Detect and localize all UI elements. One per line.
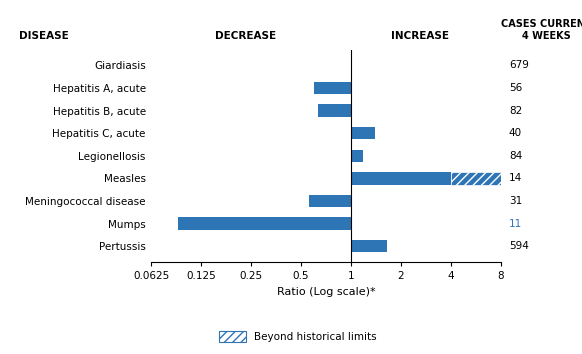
Bar — [351, 127, 375, 139]
Text: 14: 14 — [509, 173, 522, 183]
Bar — [309, 195, 351, 207]
Legend: Beyond historical limits: Beyond historical limits — [215, 327, 381, 346]
Text: 40: 40 — [509, 128, 522, 138]
Bar — [351, 240, 387, 252]
Text: DISEASE: DISEASE — [19, 31, 68, 41]
Text: CASES CURRENT
4 WEEKS: CASES CURRENT 4 WEEKS — [501, 19, 582, 41]
Bar — [318, 104, 351, 117]
Text: 31: 31 — [509, 196, 522, 206]
Text: 56: 56 — [509, 83, 522, 93]
Text: 84: 84 — [509, 151, 522, 161]
Text: 594: 594 — [509, 241, 528, 251]
Bar — [450, 172, 501, 184]
Bar — [314, 82, 351, 94]
Bar — [351, 172, 450, 184]
Bar — [178, 217, 351, 230]
Bar — [351, 149, 363, 162]
Text: 679: 679 — [509, 61, 528, 70]
Text: DECREASE: DECREASE — [215, 31, 276, 41]
Text: 82: 82 — [509, 105, 522, 115]
Text: 11: 11 — [509, 218, 522, 229]
Text: INCREASE: INCREASE — [391, 31, 449, 41]
X-axis label: Ratio (Log scale)*: Ratio (Log scale)* — [276, 286, 375, 297]
